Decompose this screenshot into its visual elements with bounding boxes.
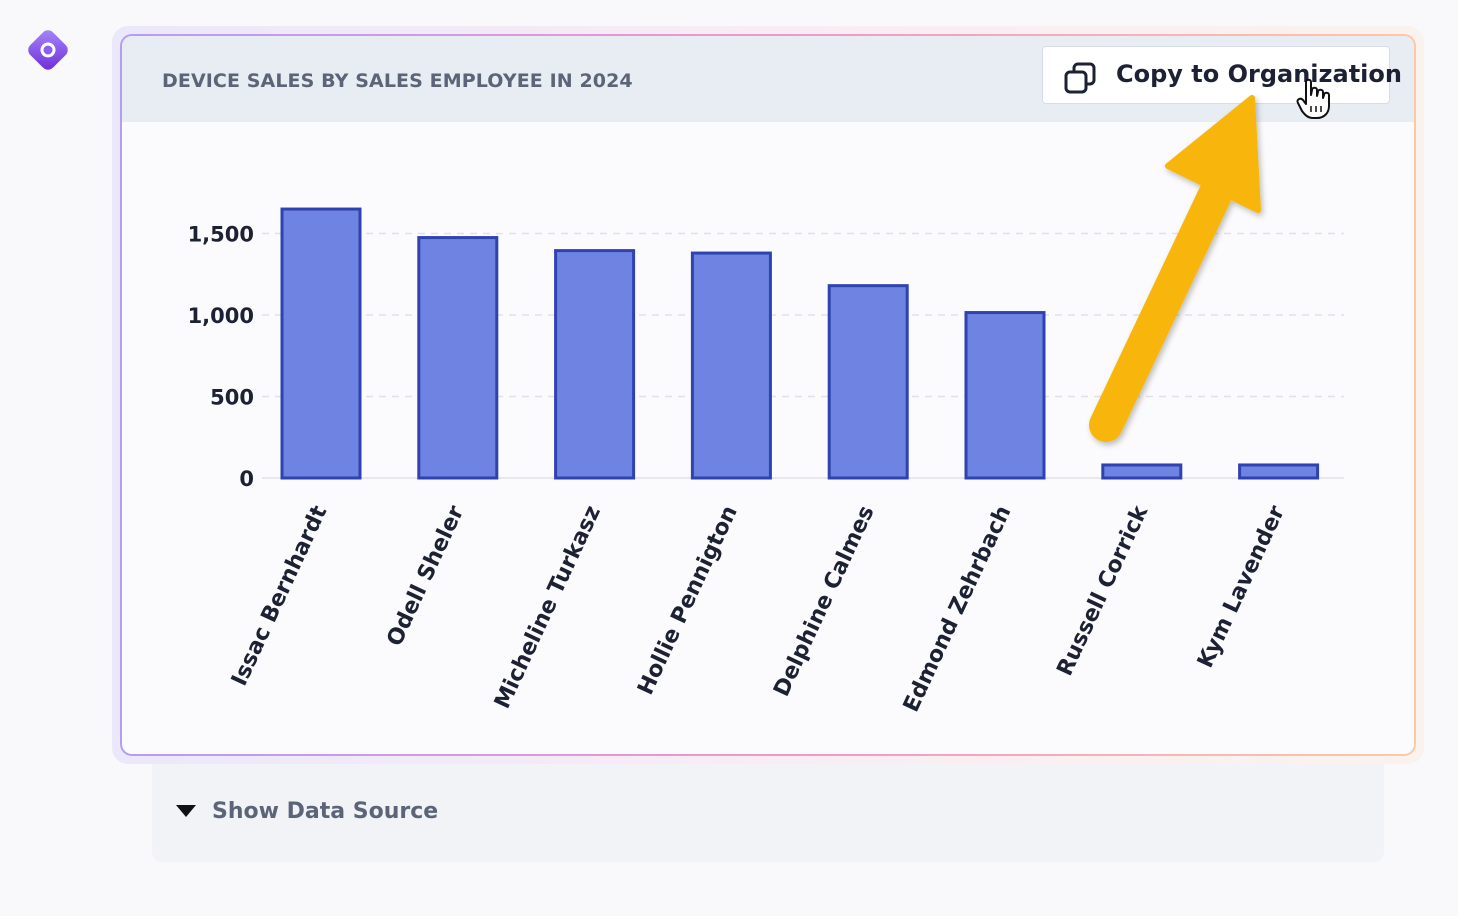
data-source-panel: Show Data Source [152, 764, 1384, 862]
card-title: DEVICE SALES BY SALES EMPLOYEE IN 2024 [162, 70, 633, 92]
x-tick-label: Hollie Pennigton [633, 502, 743, 699]
x-tick-label: Kym Lavender [1193, 502, 1290, 672]
chart-card-body: DEVICE SALES BY SALES EMPLOYEE IN 2024 C… [122, 36, 1414, 754]
hand-pointer-icon [1296, 78, 1330, 119]
bar [964, 311, 1046, 480]
show-data-source-toggle[interactable]: Show Data Source [212, 799, 439, 824]
bar [1238, 463, 1320, 480]
x-tick-label: Odell Sheler [382, 502, 469, 650]
app-logo-icon[interactable] [24, 26, 72, 74]
copy-to-organization-button[interactable]: Copy to Organization [1042, 46, 1402, 104]
x-tick-label: Issac Bernhardt [227, 502, 333, 690]
y-tick-label: 500 [210, 386, 254, 410]
y-tick-label: 0 [239, 467, 254, 491]
triangle-down-icon[interactable] [176, 804, 196, 818]
bar-chart: 0 500 1,000 1,500 Issac Bernhardt Odell Shele… [188, 207, 1344, 716]
bar [554, 249, 636, 480]
bar [280, 207, 362, 480]
y-tick-label: 1,000 [188, 304, 254, 328]
bar [417, 236, 499, 480]
x-tick-label: Russell Corrick [1053, 501, 1154, 680]
x-tick-label: Delphine Calmes [769, 502, 879, 701]
chart-card: DEVICE SALES BY SALES EMPLOYEE IN 2024 C… [120, 34, 1416, 756]
x-tick-label: Micheline Turkasz [490, 502, 606, 713]
bar [827, 284, 909, 480]
bar [1101, 463, 1183, 480]
x-tick-label: Edmond Zehrbach [899, 502, 1017, 716]
bar [690, 251, 772, 480]
card-header: DEVICE SALES BY SALES EMPLOYEE IN 2024 C… [122, 36, 1414, 122]
copy-button-label: Copy to Organization [1116, 60, 1402, 88]
y-tick-label: 1,500 [188, 223, 254, 247]
copy-icon [1064, 62, 1096, 94]
